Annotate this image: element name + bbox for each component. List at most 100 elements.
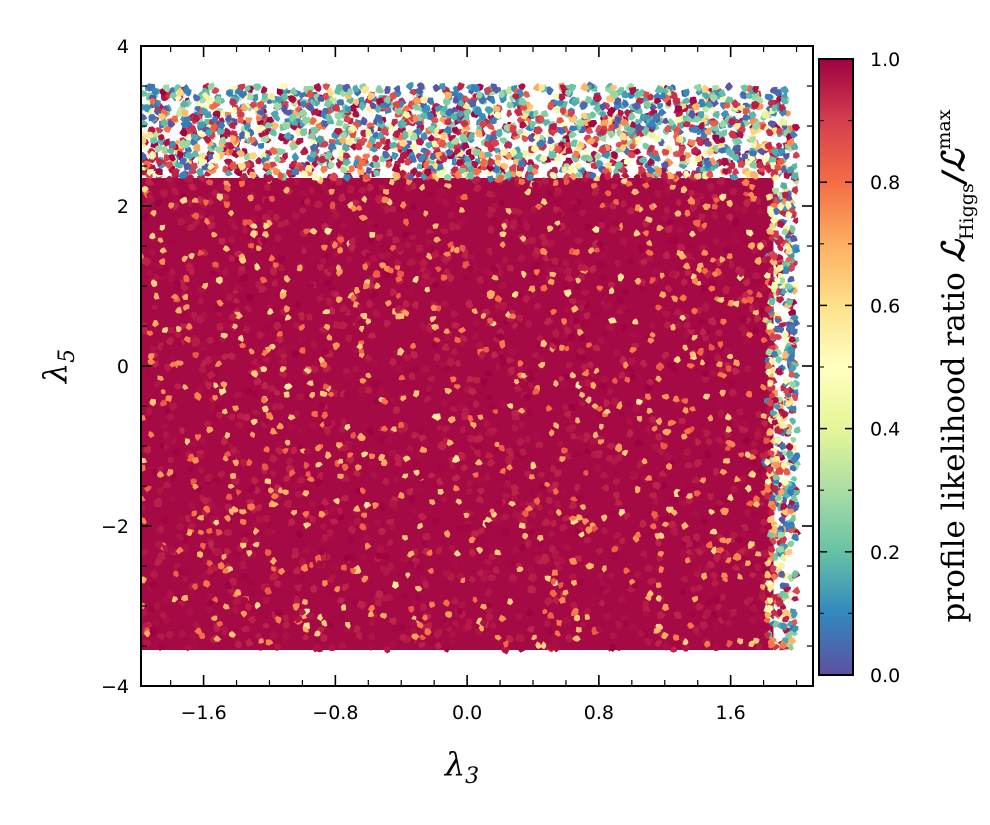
scatter-point xyxy=(439,617,447,625)
scatter-point xyxy=(526,565,535,573)
scatter-point xyxy=(603,612,612,621)
scatter-point xyxy=(367,332,377,340)
scatter-point xyxy=(426,233,435,240)
scatter-point xyxy=(581,368,590,377)
scatter-point xyxy=(536,335,543,343)
scatter-point xyxy=(329,518,338,525)
scatter-point xyxy=(225,292,234,302)
scatter-point xyxy=(547,612,555,619)
scatter-point xyxy=(341,583,349,592)
scatter-point xyxy=(211,189,219,197)
scatter-point xyxy=(174,285,181,292)
scatter-point xyxy=(592,212,602,220)
scatter-point xyxy=(658,514,665,524)
scatter-point xyxy=(315,294,324,303)
scatter-point xyxy=(201,311,208,320)
scatter-point xyxy=(601,484,610,492)
scatter-point xyxy=(667,171,675,180)
scatter-point xyxy=(686,497,695,505)
scatter-point xyxy=(332,250,339,258)
scatter-point xyxy=(567,332,576,340)
scatter-point xyxy=(625,417,634,426)
scatter-point xyxy=(274,154,282,163)
scatter-point xyxy=(227,413,236,421)
scatter-point xyxy=(298,207,307,214)
scatter-point xyxy=(279,358,288,365)
scatter-point xyxy=(357,303,365,313)
scatter-point xyxy=(732,552,742,561)
scatter-point xyxy=(374,196,384,204)
scatter-point xyxy=(159,189,168,198)
scatter-point xyxy=(197,209,207,216)
scatter-point xyxy=(702,359,711,368)
scatter-point xyxy=(572,248,580,256)
scatter-point xyxy=(449,638,457,647)
scatter-point xyxy=(349,315,358,323)
scatter-point xyxy=(277,255,286,263)
scatter-point xyxy=(517,634,526,643)
scatter-point xyxy=(442,622,451,630)
scatter-point xyxy=(378,527,386,536)
scatter-point xyxy=(222,474,230,482)
scatter-point xyxy=(534,555,542,562)
scatter-point xyxy=(276,402,285,410)
scatter-point xyxy=(564,274,574,283)
scatter-point xyxy=(724,618,732,627)
scatter-point xyxy=(346,535,356,545)
scatter-point xyxy=(689,204,698,213)
scatter-point xyxy=(501,256,509,265)
scatter-point xyxy=(406,287,414,296)
scatter-point xyxy=(662,117,669,124)
scatter-point xyxy=(171,187,180,196)
scatter-point xyxy=(728,259,735,269)
scatter-point xyxy=(524,435,531,444)
scatter-point xyxy=(712,595,721,604)
scatter-point xyxy=(418,321,427,332)
scatter-point xyxy=(148,248,156,256)
scatter-point xyxy=(662,641,670,651)
scatter-point xyxy=(454,359,461,368)
scatter-point xyxy=(291,481,301,490)
scatter-point xyxy=(488,552,497,561)
scatter-point xyxy=(154,199,162,208)
scatter-point xyxy=(485,612,495,622)
scatter-point xyxy=(408,372,416,381)
scatter-point xyxy=(611,171,621,181)
scatter-point xyxy=(263,543,270,550)
scatter-point xyxy=(701,369,709,377)
scatter-point xyxy=(551,256,560,266)
scatter-point xyxy=(687,195,696,205)
scatter-point xyxy=(705,598,714,606)
scatter-point xyxy=(755,410,763,418)
scatter-point xyxy=(573,284,580,291)
scatter-point xyxy=(420,540,429,548)
scatter-point xyxy=(241,225,249,234)
scatter-point xyxy=(562,615,572,624)
scatter-point xyxy=(246,550,253,557)
scatter-point xyxy=(656,554,664,562)
scatter-point xyxy=(729,485,739,494)
scatter-point xyxy=(260,85,268,94)
scatter-point xyxy=(525,528,535,536)
scatter-point xyxy=(553,500,562,509)
scatter-point xyxy=(476,588,483,597)
scatter-point xyxy=(309,421,317,431)
scatter-point xyxy=(291,211,301,221)
scatter-point xyxy=(791,185,799,195)
scatter-point xyxy=(411,301,419,310)
scatter-point xyxy=(713,643,721,652)
scatter-point xyxy=(425,385,432,393)
scatter-point xyxy=(334,112,343,121)
scatter-point xyxy=(749,617,757,624)
scatter-point xyxy=(285,571,292,578)
scatter-point xyxy=(256,642,265,651)
scatter-point xyxy=(720,507,729,516)
scatter-point xyxy=(576,347,586,356)
scatter-point xyxy=(410,431,420,440)
scatter-point xyxy=(365,482,374,492)
scatter-point xyxy=(397,570,405,579)
scatter-point xyxy=(157,486,165,496)
scatter-point xyxy=(669,646,678,653)
scatter-point xyxy=(708,316,717,326)
scatter-point xyxy=(298,608,307,616)
